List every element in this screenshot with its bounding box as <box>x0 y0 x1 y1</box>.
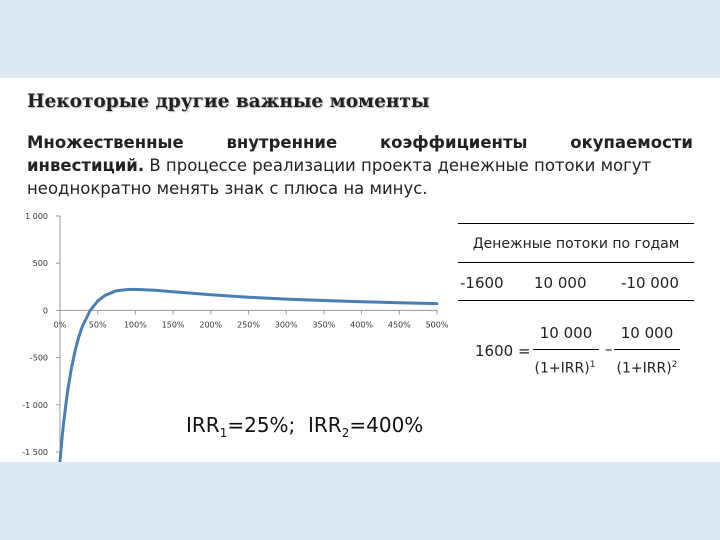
x-tick-label: 200% <box>199 320 222 329</box>
x-tick-label: 350% <box>312 320 335 329</box>
formula-fraction-bar-1 <box>533 349 599 350</box>
x-tick-label: 100% <box>124 320 147 329</box>
slide-paragraph: Множественные внутренние коэффициенты ок… <box>27 131 693 200</box>
x-tick-label: 150% <box>162 320 185 329</box>
table-bottom-rule <box>458 300 694 301</box>
irr1-prefix: IRR <box>186 413 220 437</box>
cashflow-year2: -10 000 <box>621 274 679 292</box>
formula-denominator-1: (1+IRR)1 <box>530 360 600 377</box>
irr2-value: =400% <box>349 413 424 437</box>
formula-minus-sign: – <box>605 340 613 358</box>
x-tick-label: 450% <box>388 320 411 329</box>
x-tick-label: 300% <box>275 320 298 329</box>
irr1-value: =25%; <box>227 413 296 437</box>
cashflow-year1: 10 000 <box>534 274 587 292</box>
formula-denominator-2: (1+IRR)2 <box>612 360 682 377</box>
table-mid-rule <box>458 262 694 263</box>
npv-chart: 1 000 500 0 -500 -1 000 -1 500 0% 50% 100% 150% 20… <box>22 212 449 462</box>
irr2-prefix: IRR <box>308 413 342 437</box>
slide-title: Некоторые другие важные моменты <box>27 91 430 112</box>
paragraph-rest-line2: В процессе реализации проекта денежные п… <box>144 156 652 175</box>
paragraph-line3: неоднократно менять знак с плюса на мину… <box>27 179 428 198</box>
paragraph-bold-line1: Множественные внутренние коэффициенты ок… <box>27 133 693 152</box>
y-tick-label: 0 <box>43 306 48 315</box>
formula-fraction-bar-2 <box>614 349 680 350</box>
den1-exponent: 1 <box>589 360 596 370</box>
formula-numerator-1: 10 000 <box>539 324 593 342</box>
y-tick-label: -1 500 <box>22 448 48 457</box>
irr1-subscript: 1 <box>219 426 228 440</box>
npv-line <box>58 287 439 462</box>
bottom-band <box>0 462 720 540</box>
irr-label: IRR1=25%; IRR2=400% <box>186 413 423 440</box>
cashflow-table-header: Денежные потоки по годам <box>472 236 680 252</box>
y-tick-label: 500 <box>33 259 48 268</box>
x-tick-label: 250% <box>237 320 260 329</box>
x-tick-label: 50% <box>89 320 107 329</box>
slide-body <box>0 78 720 462</box>
y-tick-label: 1 000 <box>25 212 48 221</box>
top-band <box>0 0 720 78</box>
table-top-rule <box>458 223 694 224</box>
irr2-subscript: 2 <box>341 426 350 440</box>
den2-exponent: 2 <box>671 360 678 370</box>
formula-numerator-2: 10 000 <box>620 324 674 342</box>
cashflow-year0: -1600 <box>460 274 504 292</box>
den2-base: (1+IRR) <box>616 360 672 377</box>
formula-lhs: 1600 = <box>475 342 531 360</box>
x-tick-label: 0% <box>54 320 67 329</box>
x-tick-label: 400% <box>350 320 373 329</box>
den1-base: (1+IRR) <box>534 360 590 377</box>
y-tick-label: -500 <box>30 354 48 363</box>
x-tick-label: 500% <box>426 320 449 329</box>
y-tick-label: -1 000 <box>22 401 48 410</box>
paragraph-bold-line2: инвестиций. <box>27 156 145 175</box>
